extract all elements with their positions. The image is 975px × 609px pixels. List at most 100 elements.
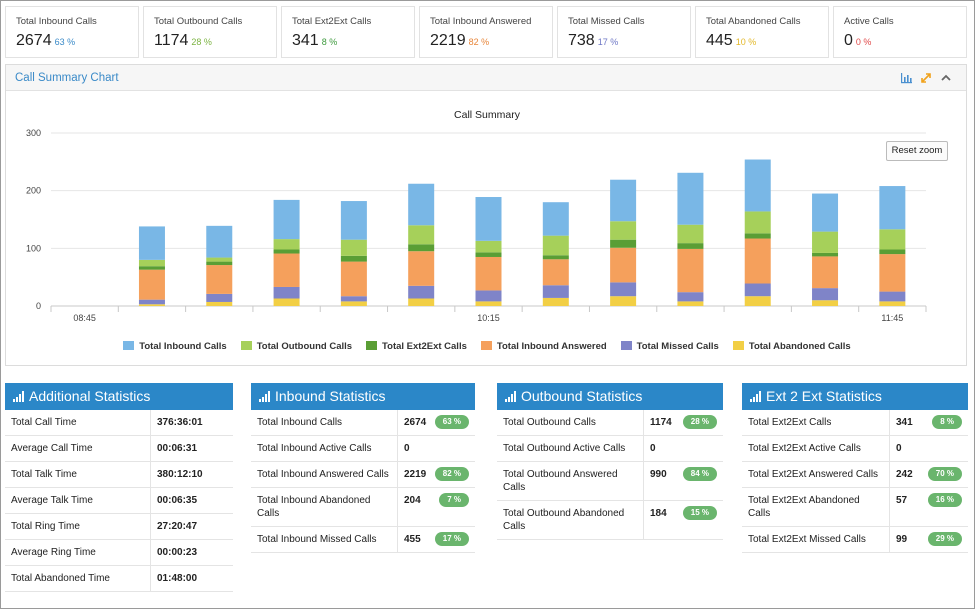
reset-zoom-button[interactable]: Reset zoom [886, 141, 948, 161]
bar-segment [206, 225, 233, 258]
stat-label: Average Call Time [5, 436, 151, 461]
bar-chart-icon[interactable] [900, 72, 913, 84]
kpi-total-inbound[interactable]: Total Inbound Calls 2674 63 % [5, 6, 139, 58]
kpi-percent: 82 % [468, 37, 490, 47]
bar-segment [475, 301, 502, 306]
bar-segment [879, 249, 906, 255]
percent-badge: 8 % [932, 415, 962, 429]
stat-label: Total Inbound Abandoned Calls [251, 488, 398, 526]
bar-segment [677, 301, 704, 306]
bar-segment [677, 243, 704, 249]
panel-header: Additional Statistics [5, 383, 233, 410]
kpi-total-ext2ext[interactable]: Total Ext2Ext Calls 341 8 % [281, 6, 415, 58]
legend-label: Total Outbound Calls [256, 341, 353, 352]
panel-title: Outbound Statistics [521, 388, 643, 404]
bar-segment [206, 257, 233, 262]
kpi-value: 0 [844, 32, 853, 49]
bar-segment [542, 297, 569, 306]
bar-segment [273, 239, 300, 250]
percent-badge: 17 % [434, 532, 469, 546]
stat-value: 376:36:01 [151, 410, 233, 435]
legend-item[interactable]: Total Ext2Ext Calls [366, 341, 467, 352]
bar-segment [542, 235, 569, 256]
stat-label: Total Inbound Calls [251, 410, 398, 435]
y-tick-label: 300 [26, 128, 41, 138]
kpi-total-inbound-answered[interactable]: Total Inbound Answered 2219 82 % [419, 6, 553, 58]
stat-value: 00:00:23 [151, 540, 233, 565]
stats-row: Total Outbound Active Calls 0 [497, 436, 723, 462]
kpi-title: Active Calls [844, 16, 894, 27]
legend-item[interactable]: Total Outbound Calls [240, 341, 353, 352]
expand-icon[interactable] [920, 72, 932, 84]
bar-segment [542, 259, 569, 286]
stat-label: Total Outbound Calls [497, 410, 644, 435]
stat-value-text: 184 [650, 508, 667, 519]
percent-badge: 7 % [439, 493, 469, 507]
legend-swatch [366, 341, 378, 350]
additional-statistics-panel: Additional Statistics Total Call Time 376… [5, 383, 233, 592]
stat-value-text: 2219 [404, 469, 427, 480]
legend-item[interactable]: Total Missed Calls [620, 341, 719, 352]
stat-label: Total Ext2Ext Answered Calls [742, 462, 890, 487]
percent-badge: 15 % [682, 506, 717, 520]
kpi-total-missed[interactable]: Total Missed Calls 738 17 % [557, 6, 691, 58]
stat-value-text: 2674 [404, 417, 427, 428]
kpi-percent: 0 % [855, 37, 872, 47]
x-tick-label: 10:15 [477, 313, 500, 323]
bar-segment [340, 201, 367, 240]
call-summary-chart: 0 100 200 300 08:45 10:15 11:45 [26, 128, 927, 323]
stat-value-text: 341 [896, 417, 913, 428]
stats-row: Total Abandoned Time 01:48:00 [5, 566, 233, 592]
stat-value-text: 00:06:31 [157, 443, 198, 454]
stat-value: 00:06:31 [151, 436, 233, 461]
bar-segment [610, 179, 637, 222]
legend-item[interactable]: Total Inbound Calls [123, 341, 227, 352]
stats-row: Total Inbound Missed Calls 455 17 % [251, 527, 475, 553]
kpi-total-abandoned[interactable]: Total Abandoned Calls 445 10 % [695, 6, 829, 58]
kpi-title: Total Ext2Ext Calls [292, 16, 372, 27]
bar-segment [408, 183, 435, 226]
stat-value: 0 [644, 436, 723, 461]
stat-value: 2219 82 % [398, 462, 475, 487]
panel-header: Outbound Statistics [497, 383, 723, 410]
stat-label: Total Ext2Ext Abandoned Calls [742, 488, 890, 526]
bar-segment [475, 256, 502, 291]
stat-value: 01:48:00 [151, 566, 233, 591]
legend-item[interactable]: Total Inbound Answered [480, 341, 607, 352]
stat-value: 57 16 % [890, 488, 968, 526]
stat-value: 0 [398, 436, 475, 461]
y-tick-label: 0 [36, 301, 41, 311]
stat-value-text: 376:36:01 [157, 417, 203, 428]
panel-header: Inbound Statistics [251, 383, 475, 410]
bar-segment [206, 301, 233, 306]
kpi-percent: 10 % [735, 37, 757, 47]
stat-label: Total Talk Time [5, 462, 151, 487]
panel-title: Additional Statistics [29, 388, 151, 404]
legend-item[interactable]: Total Abandoned Calls [732, 341, 851, 352]
stats-row: Total Call Time 376:36:01 [5, 410, 233, 436]
stat-value-text: 380:12:10 [157, 469, 203, 480]
stat-value-text: 0 [650, 443, 656, 454]
bar-segment [879, 254, 906, 292]
bar-segment [744, 283, 771, 297]
legend-label: Total Ext2Ext Calls [382, 341, 467, 352]
bar-segment [138, 299, 165, 305]
bar-segment [677, 248, 704, 293]
bar-segment [340, 239, 367, 256]
call-summary-panel: Call Summary Chart Call Summary 0 100 200 3… [5, 64, 967, 366]
kpi-value: 2674 [16, 32, 52, 49]
bar-segment [879, 229, 906, 250]
stats-row: Total Ext2Ext Abandoned Calls 57 16 % [742, 488, 968, 527]
legend-label: Total Abandoned Calls [748, 341, 851, 352]
stat-label: Total Inbound Answered Calls [251, 462, 398, 487]
x-tick-label: 11:45 [881, 313, 903, 323]
kpi-total-outbound[interactable]: Total Outbound Calls 1174 28 % [143, 6, 277, 58]
stat-value-text: 990 [650, 469, 667, 480]
y-tick-label: 200 [26, 186, 41, 196]
collapse-icon[interactable] [940, 73, 952, 83]
stat-label: Total Ext2Ext Calls [742, 410, 890, 435]
bar-segment [879, 186, 906, 230]
legend-swatch [123, 341, 135, 350]
stat-value-text: 242 [896, 469, 913, 480]
